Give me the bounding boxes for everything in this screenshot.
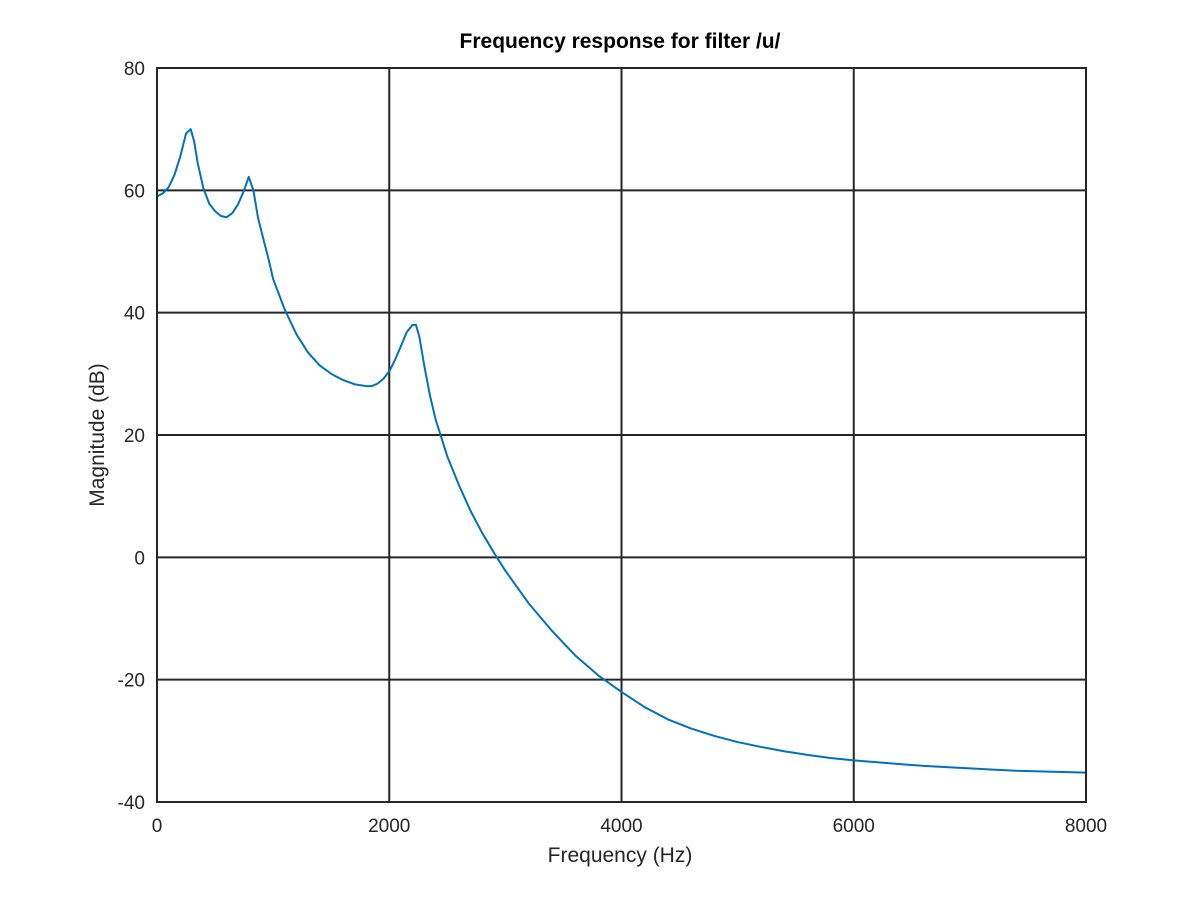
- x-tick-label: 2000: [368, 816, 410, 837]
- x-axis-label: Frequency (Hz): [548, 844, 693, 867]
- y-axis-label: Magnitude (dB): [86, 363, 109, 507]
- y-tick-labels: -40 -20 0 20 40 60 80: [118, 59, 145, 814]
- y-tick-label: -20: [118, 671, 145, 692]
- x-tick-label: 0: [152, 816, 163, 837]
- y-tick-label: 40: [124, 304, 145, 325]
- chart-title: Frequency response for filter /u/: [460, 30, 781, 53]
- y-tick-label: -40: [118, 793, 145, 814]
- axes-box: [156, 67, 1087, 803]
- x-tick-label: 4000: [600, 816, 642, 837]
- x-tick-labels: 0 2000 4000 6000 8000: [152, 816, 1107, 837]
- y-tick-label: 20: [124, 426, 145, 447]
- y-tick-label: 80: [124, 59, 145, 80]
- x-tick-label: 6000: [833, 816, 875, 837]
- y-tick-label: 0: [134, 548, 145, 569]
- series-line: [156, 128, 1087, 774]
- series-layer: [156, 128, 1087, 774]
- y-tick-label: 60: [124, 181, 145, 202]
- x-tick-label: 8000: [1065, 816, 1107, 837]
- grid-layer: [157, 68, 1086, 802]
